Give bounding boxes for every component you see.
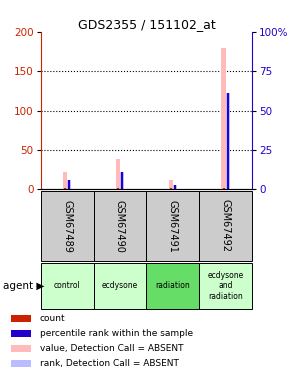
Bar (226, 93, 230, 189)
Bar (63, 172, 67, 189)
Title: GDS2355 / 151102_at: GDS2355 / 151102_at (78, 18, 215, 31)
Text: rank, Detection Call = ABSENT: rank, Detection Call = ABSENT (40, 359, 179, 368)
Bar (116, 159, 120, 189)
Text: value, Detection Call = ABSENT: value, Detection Call = ABSENT (40, 344, 183, 353)
Bar (120, 172, 124, 189)
Bar (174, 184, 176, 189)
Bar (11, 315, 31, 322)
Bar (67, 180, 71, 189)
Bar (146, 262, 200, 309)
Text: radiation: radiation (155, 281, 190, 290)
Text: GSM67491: GSM67491 (168, 200, 178, 252)
Bar (93, 191, 146, 261)
Bar (121, 172, 123, 189)
Text: agent ▶: agent ▶ (3, 281, 44, 291)
Bar (68, 180, 70, 189)
Bar (168, 180, 173, 189)
Bar (170, 188, 172, 189)
Text: control: control (54, 281, 80, 290)
Bar (93, 262, 146, 309)
Bar (200, 262, 252, 309)
Text: count: count (40, 314, 65, 323)
Text: GSM67492: GSM67492 (221, 200, 231, 252)
Text: ecdysone
and
radiation: ecdysone and radiation (208, 271, 244, 301)
Text: ecdysone: ecdysone (102, 281, 138, 290)
Bar (227, 93, 229, 189)
Bar (223, 188, 225, 189)
Bar (64, 188, 66, 189)
Bar (41, 191, 93, 261)
Bar (11, 345, 31, 352)
Text: percentile rank within the sample: percentile rank within the sample (40, 329, 193, 338)
Bar (200, 191, 252, 261)
Bar (41, 262, 93, 309)
Text: GSM67490: GSM67490 (115, 200, 125, 252)
Bar (146, 191, 200, 261)
Bar (11, 360, 31, 368)
Bar (173, 184, 177, 189)
Bar (11, 330, 31, 338)
Bar (117, 188, 119, 189)
Bar (222, 48, 226, 189)
Text: GSM67489: GSM67489 (62, 200, 72, 252)
